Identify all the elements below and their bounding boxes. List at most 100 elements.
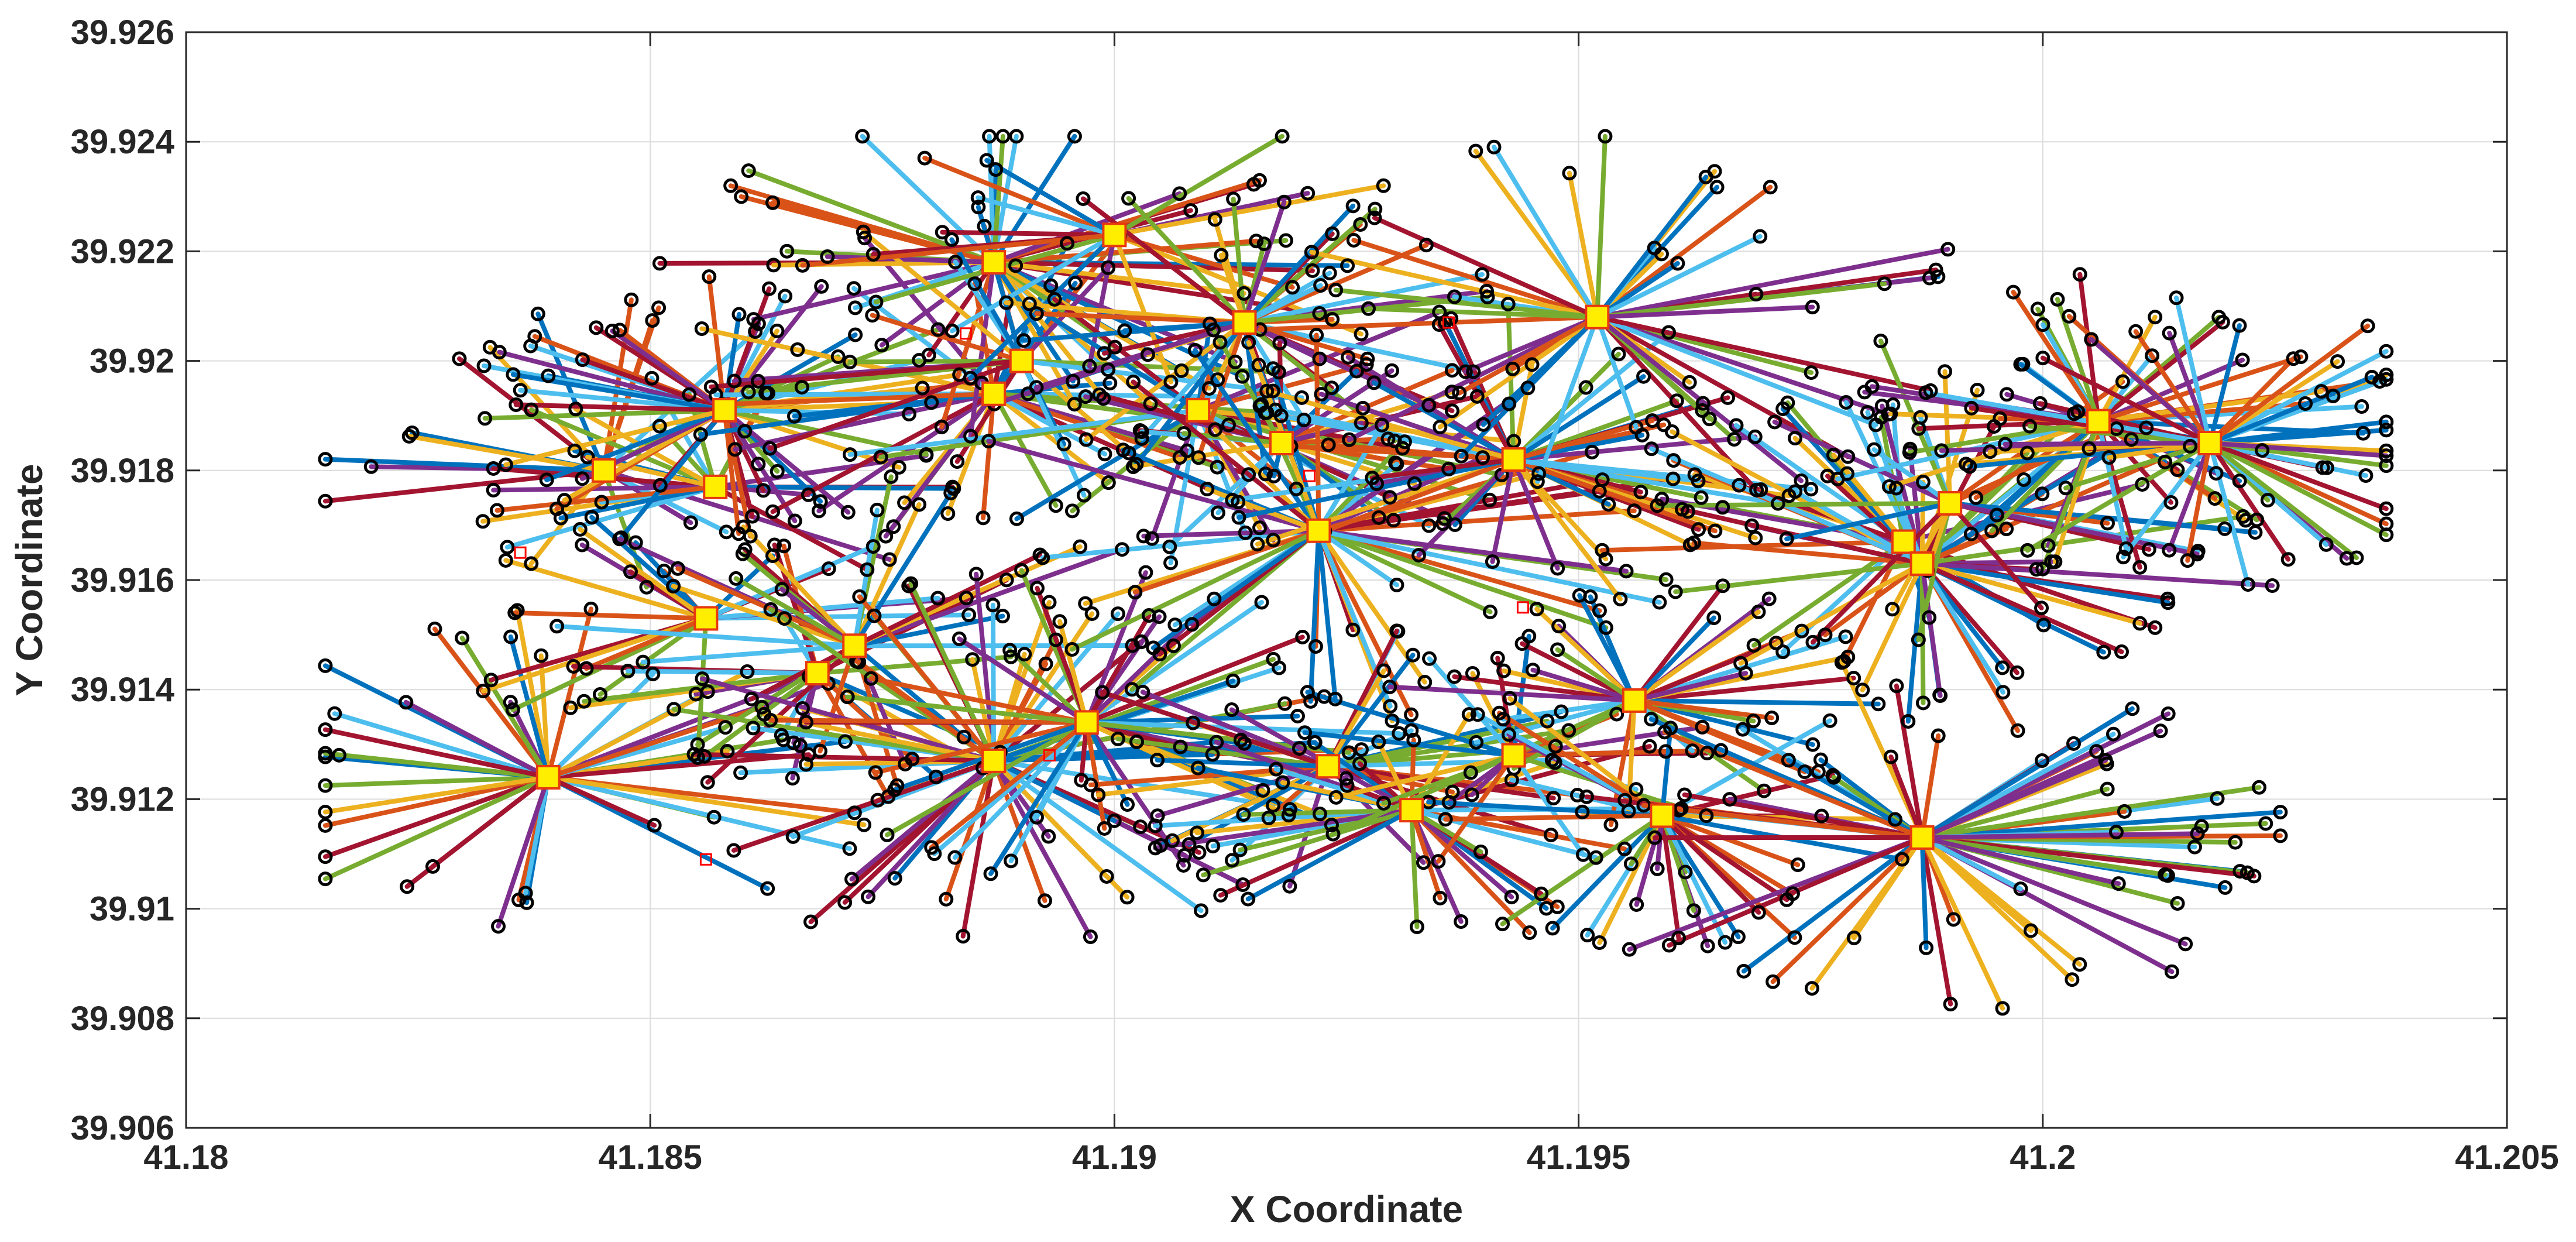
customer-point — [1064, 642, 1080, 657]
customer-point — [2209, 466, 2224, 481]
customer-point — [1174, 363, 1189, 378]
assignment-line — [1588, 594, 1637, 703]
assignment-line — [1132, 528, 1321, 595]
assignment-line — [1080, 196, 1247, 325]
customer-point — [1749, 287, 1764, 302]
customer-point — [2330, 354, 2345, 369]
x-tick-label: 41.18 — [143, 1138, 228, 1176]
customer-point — [2187, 839, 2202, 855]
customer-point — [1686, 903, 1701, 918]
customer-point — [1200, 482, 1215, 497]
customer-point — [729, 571, 744, 586]
customer-point — [919, 447, 934, 462]
assignment-line — [1595, 314, 1933, 393]
customer-point — [977, 218, 992, 234]
customer-point — [1546, 791, 1561, 806]
customer-point — [2232, 474, 2247, 489]
assignment-line — [545, 671, 655, 780]
assignment-line — [1052, 297, 1201, 413]
customer-point — [2379, 527, 2394, 543]
customer-point — [1444, 363, 1459, 378]
customer-point — [1770, 496, 1785, 511]
customer-point — [2035, 351, 2051, 366]
assignment-line — [943, 758, 997, 902]
customer-point — [1367, 210, 1382, 225]
customer-point — [1125, 459, 1141, 474]
hub-point — [1269, 431, 1294, 455]
assignment-line — [1919, 733, 1941, 840]
customer-point — [765, 504, 781, 519]
customer-point — [870, 792, 885, 808]
customer-point — [956, 929, 971, 944]
assignment-line — [322, 774, 551, 788]
customer-point — [1730, 929, 1746, 945]
customer-point — [1670, 256, 1685, 271]
customer-point — [1236, 807, 1251, 822]
customer-point — [750, 373, 765, 389]
customer-point — [1194, 903, 1209, 918]
customer-point — [745, 509, 760, 524]
customer-point — [1265, 383, 1280, 399]
assignment-line — [518, 387, 727, 413]
customer-point — [1099, 869, 1114, 884]
customer-point — [746, 721, 761, 736]
assignment-line — [926, 260, 997, 358]
assignment-line — [1822, 561, 1925, 637]
customer-point — [1389, 623, 1404, 639]
assignment-line — [1279, 368, 1455, 445]
customer-point — [765, 195, 781, 210]
customer-point — [1325, 226, 1340, 241]
customer-point — [1129, 734, 1144, 749]
customer-point — [2265, 578, 2280, 593]
customer-point — [770, 323, 785, 338]
customer-point — [1666, 453, 1681, 468]
customer-point — [1258, 406, 1273, 421]
customer-point — [2013, 356, 2028, 372]
customer-point — [1775, 644, 1791, 660]
customer-point — [1266, 533, 1281, 548]
assignment-line — [1919, 561, 2170, 605]
customer-point — [1076, 488, 1091, 503]
assignment-line — [1084, 599, 1264, 725]
assignment-line — [640, 643, 857, 665]
assignment-line — [1511, 457, 1609, 562]
customer-point — [1647, 830, 1663, 845]
customer-point — [1682, 375, 1697, 390]
customer-point — [1779, 531, 1794, 547]
customer-point — [1141, 608, 1156, 623]
customer-point — [767, 537, 782, 553]
customer-point — [785, 771, 800, 786]
customer-point — [1083, 929, 1098, 944]
assignment-line — [404, 774, 551, 889]
customer-point — [1580, 928, 1595, 943]
customer-point — [628, 535, 643, 550]
customer-point — [798, 757, 813, 772]
assignment-line — [1919, 835, 1953, 1007]
customer-point — [1032, 547, 1047, 562]
assignment-line — [2089, 337, 2213, 445]
customer-point — [1918, 385, 1933, 400]
customer-point — [1097, 447, 1112, 462]
customer-point — [934, 419, 949, 434]
customer-point — [1664, 424, 1679, 440]
customer-point — [1504, 890, 1519, 905]
assignment-line — [960, 758, 997, 939]
customer-point — [2115, 374, 2130, 389]
customer-point — [1592, 603, 1607, 618]
assignment-line — [1660, 725, 1673, 818]
customer-point — [647, 818, 662, 833]
customer-point — [1473, 844, 1488, 859]
customer-point — [2114, 644, 2130, 660]
y-tick-label: 39.922 — [71, 232, 174, 270]
customer-point — [1931, 728, 1946, 743]
customer-point — [579, 661, 594, 676]
customer-point — [1575, 804, 1590, 819]
customer-point — [1860, 404, 1875, 420]
customer-point — [743, 529, 758, 544]
customer-point — [1881, 479, 1897, 494]
assignment-line — [976, 195, 1117, 238]
customer-point — [693, 427, 708, 442]
assignment-line — [1919, 835, 2188, 946]
customer-point — [1500, 297, 1516, 312]
customer-point — [847, 300, 863, 315]
